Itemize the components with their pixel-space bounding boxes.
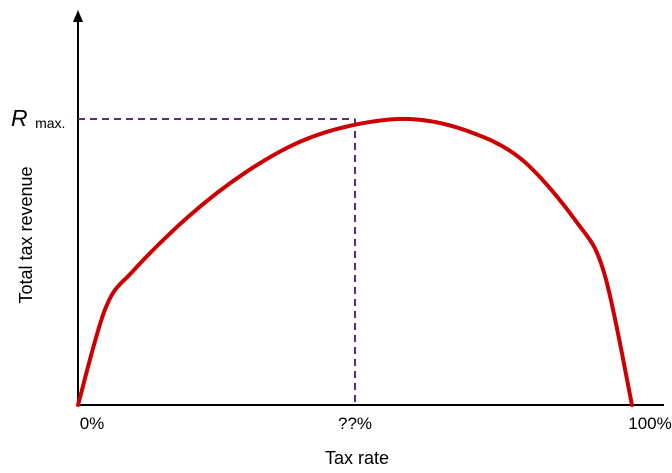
rmax-label: R max. <box>11 105 65 131</box>
y-axis-arrow-icon <box>73 10 83 22</box>
y-axis-title: Total tax revenue <box>16 166 36 303</box>
x-axis-title: Tax rate <box>325 448 389 468</box>
rmax-symbol: R <box>11 105 28 131</box>
x-tick-label: ??% <box>338 414 372 433</box>
x-tick-label: 100% <box>628 414 671 433</box>
x-tick-label: 0% <box>80 414 105 433</box>
revenue-curve <box>76 116 634 407</box>
rmax-subscript: max. <box>35 115 65 131</box>
